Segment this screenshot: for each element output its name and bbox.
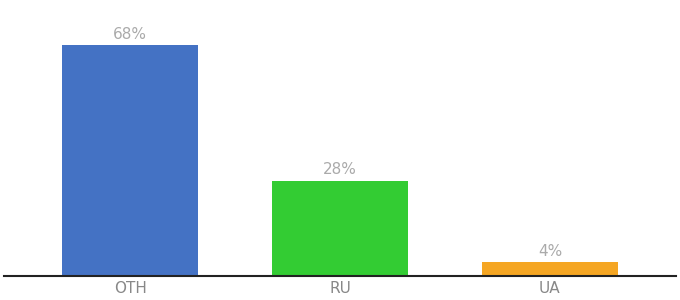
Bar: [62, 45, 199, 276]
Text: 68%: 68%: [113, 26, 147, 41]
Bar: [272, 181, 408, 276]
Bar: [481, 262, 618, 276]
Text: 28%: 28%: [323, 162, 357, 177]
Text: 4%: 4%: [538, 244, 562, 259]
